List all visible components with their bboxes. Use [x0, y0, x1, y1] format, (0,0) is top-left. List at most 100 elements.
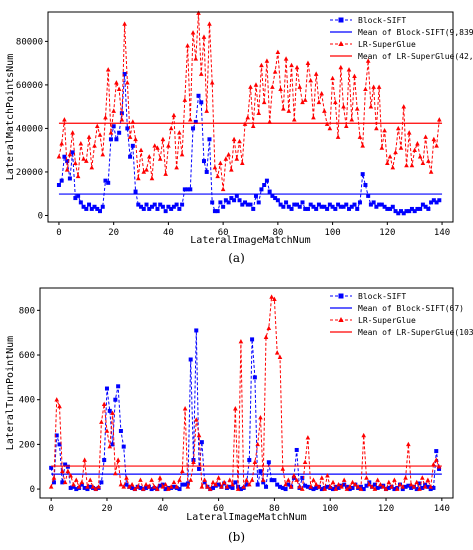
- data-point: [211, 485, 216, 490]
- data-point: [431, 461, 436, 467]
- legend-label: Block-SIFT: [358, 292, 406, 301]
- data-point: [99, 419, 104, 424]
- data-point: [300, 200, 305, 205]
- data-point: [187, 117, 193, 122]
- data-point: [163, 487, 168, 492]
- data-point: [196, 93, 201, 98]
- data-point: [352, 202, 357, 207]
- data-point: [316, 484, 322, 489]
- data-point: [76, 484, 82, 489]
- data-point: [177, 487, 182, 492]
- data-point: [243, 200, 248, 205]
- data-point: [149, 175, 155, 181]
- data-point: [274, 350, 280, 355]
- data-point: [171, 112, 177, 118]
- data-point: [347, 484, 353, 489]
- data-point: [258, 414, 263, 420]
- data-point: [305, 484, 310, 489]
- data-point: [366, 193, 371, 198]
- data-point: [74, 487, 79, 492]
- data-point: [54, 433, 59, 438]
- data-point: [375, 485, 380, 490]
- data-point: [349, 204, 354, 209]
- data-point: [152, 202, 157, 207]
- data-point: [248, 84, 253, 89]
- data-point: [363, 183, 368, 188]
- data-point: [406, 441, 411, 447]
- data-point: [108, 130, 114, 135]
- data-point: [101, 401, 107, 406]
- data-point: [239, 160, 245, 166]
- data-point: [313, 71, 319, 76]
- data-point: [338, 204, 343, 209]
- data-point: [84, 158, 89, 163]
- data-point: [78, 141, 84, 146]
- data-point: [249, 477, 255, 482]
- data-point: [300, 486, 305, 491]
- data-point: [144, 202, 149, 207]
- data-point: [327, 125, 333, 131]
- data-point: [174, 484, 180, 489]
- data-point: [126, 484, 132, 489]
- data-point: [336, 202, 341, 207]
- data-point: [215, 173, 220, 179]
- data-point: [252, 459, 258, 465]
- data-point: [325, 484, 330, 489]
- data-point: [104, 428, 110, 433]
- data-point: [357, 200, 362, 205]
- legend-marker: [338, 317, 344, 322]
- data-point: [246, 481, 252, 487]
- legend-label: Block-SIFT: [358, 16, 406, 25]
- data-point: [180, 482, 185, 487]
- data-point: [319, 487, 324, 492]
- data-point: [280, 466, 286, 471]
- data-point: [160, 136, 166, 142]
- data-point: [212, 209, 217, 214]
- data-point: [379, 145, 385, 150]
- data-point: [336, 481, 341, 487]
- data-point: [380, 484, 386, 489]
- data-point: [237, 198, 242, 203]
- data-point: [190, 30, 196, 35]
- data-point: [420, 202, 425, 207]
- x-tick-label: 80: [272, 228, 283, 238]
- x-tick-label: 0: [56, 228, 61, 238]
- data-point: [64, 167, 70, 172]
- data-point: [311, 477, 316, 482]
- data-point: [221, 204, 226, 209]
- data-point: [433, 457, 439, 462]
- data-point: [353, 481, 358, 487]
- x-tick-label: 140: [434, 504, 450, 514]
- data-point: [269, 478, 274, 483]
- data-point: [197, 466, 202, 471]
- data-point: [261, 480, 266, 485]
- data-point: [180, 202, 185, 207]
- x-tick-label: 20: [102, 504, 113, 514]
- y-tick-label: 0: [30, 485, 35, 495]
- data-point: [219, 484, 224, 489]
- data-point: [375, 477, 380, 482]
- data-point: [193, 56, 199, 61]
- x-tick-label: 20: [108, 228, 119, 238]
- data-point: [168, 484, 174, 489]
- data-point: [103, 114, 108, 120]
- data-point: [364, 483, 369, 488]
- data-point: [183, 482, 188, 487]
- data-point: [428, 484, 433, 489]
- data-point: [174, 202, 179, 207]
- data-point: [425, 477, 431, 482]
- data-point: [245, 202, 250, 207]
- data-point: [244, 477, 249, 482]
- data-point: [260, 477, 266, 482]
- data-point: [412, 209, 417, 214]
- data-point: [275, 482, 280, 487]
- data-point: [389, 484, 394, 489]
- data-point: [259, 62, 264, 68]
- series-block-sift: [56, 72, 442, 216]
- data-point: [146, 484, 152, 489]
- data-point: [196, 432, 202, 438]
- data-point: [234, 156, 240, 161]
- data-point: [146, 154, 152, 159]
- data-point: [143, 481, 149, 487]
